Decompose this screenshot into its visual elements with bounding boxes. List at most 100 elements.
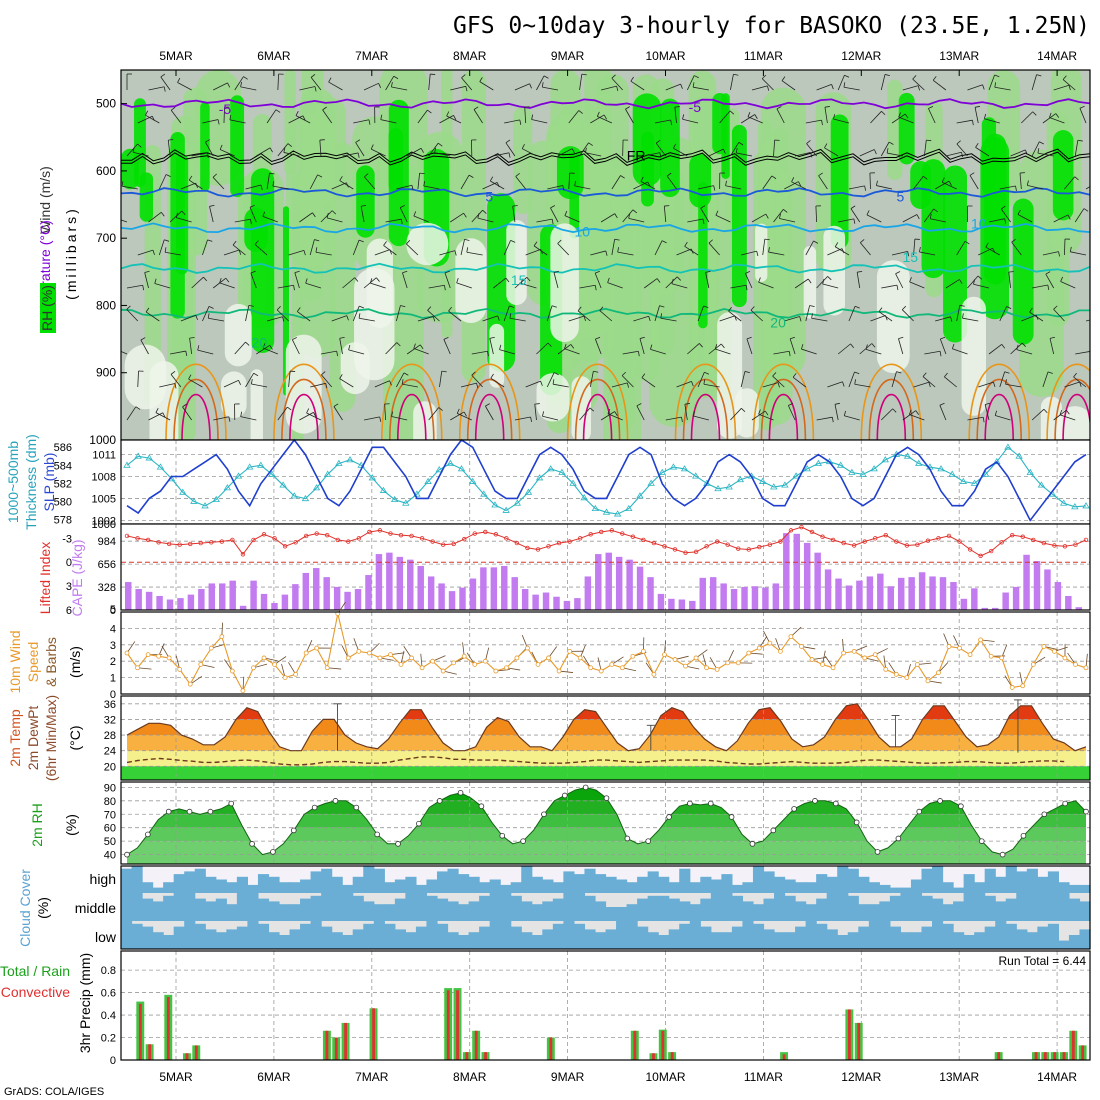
wind-marker: [314, 645, 320, 651]
wind-barb: [319, 140, 322, 157]
wind-barb: [1049, 117, 1065, 124]
precip-convective-bar: [465, 1052, 469, 1060]
wind-barb-flag: [269, 345, 273, 350]
wind-barb-flag: [482, 209, 487, 214]
date-label-top: 6MAR: [257, 49, 291, 63]
wind-barb-flag: [152, 249, 155, 255]
wind-barb: [913, 239, 916, 256]
wind-barb: [283, 152, 300, 157]
wind-barb: [781, 80, 796, 91]
cloud-cell: [1058, 940, 1070, 949]
wind-marker: [208, 645, 214, 651]
li-marker: [483, 529, 488, 535]
wind-barb: [514, 276, 528, 289]
wind-barb-flag: [939, 402, 945, 406]
wind-barb: [180, 182, 196, 190]
wind-barb-flag: [228, 416, 231, 422]
precip-convective-bar: [185, 1053, 189, 1060]
cloud-cell: [500, 921, 512, 949]
wind-barb-flag: [444, 270, 450, 274]
wind-barb-flag: [1053, 305, 1058, 310]
wind-marker: [535, 662, 541, 667]
wind-barb-flag: [145, 307, 150, 313]
wind-barb-flag: [744, 371, 750, 373]
cape-bar: [1054, 582, 1062, 610]
wind-barb: [223, 249, 240, 256]
wind-barb-flag: [432, 316, 436, 322]
rh-marker: [999, 851, 1006, 858]
wind-barb-flag: [962, 313, 964, 319]
wind-barb: [564, 215, 580, 223]
wind-barb-flag: [1011, 238, 1016, 243]
wind-barb-flag: [293, 285, 295, 291]
wind-barb-flag: [888, 141, 894, 145]
cloud-cell: [310, 921, 322, 949]
wind-barb: [1017, 214, 1033, 223]
cloud-cell: [215, 879, 227, 893]
wind-barb: [342, 277, 355, 289]
cloud-cell: [710, 893, 722, 921]
wind-barb: [525, 380, 541, 388]
wind-barb: [1045, 273, 1055, 289]
rh-tick: 50: [104, 836, 116, 848]
rh-marker: [290, 827, 297, 834]
cloud-cell: [142, 926, 154, 949]
wind-barb: [399, 207, 408, 223]
cape-bar: [981, 607, 989, 610]
wind-barb-flag: [512, 205, 518, 207]
wind-barb: [891, 251, 908, 256]
wind-barb: [984, 404, 990, 421]
thickness-marker: [491, 501, 499, 508]
cloud-cell: [426, 921, 438, 949]
contour-label: 15: [902, 249, 918, 265]
rh-marker: [499, 832, 506, 839]
wind-barb: [751, 85, 768, 91]
wind-barb: [697, 305, 704, 322]
cloud-cell: [594, 874, 607, 893]
wind-barb-flag: [170, 370, 176, 375]
cloud-cell: [637, 926, 649, 949]
wind-marker: [135, 665, 140, 671]
wind-barb: [310, 382, 326, 388]
cape-bar: [333, 586, 341, 610]
precip-convective-bar: [325, 1030, 329, 1060]
cloud-cell: [626, 921, 638, 949]
wind-barb: [725, 185, 742, 190]
wind-barb: [485, 405, 494, 421]
wind-barb: [208, 317, 225, 322]
wind-barb: [779, 218, 796, 223]
thickness-marker: [814, 459, 823, 466]
cloud-cell: [1005, 923, 1017, 949]
wind-barb: [542, 86, 559, 91]
wind-barb: [1010, 149, 1026, 157]
cape-bar: [950, 582, 957, 610]
wind-barb: [568, 110, 580, 124]
pressure-tick-label: 1000: [92, 519, 116, 531]
cape-bar: [302, 572, 310, 610]
wind-barb-flag: [240, 81, 242, 87]
li-marker: [166, 541, 172, 547]
wind-marker: [240, 688, 246, 694]
wind-axis-label: Wind (m/s): [37, 166, 53, 234]
wind-barb: [805, 119, 822, 124]
wind-barb-flag: [850, 205, 856, 209]
wind-barb-flag: [369, 278, 373, 284]
wind-marker: [229, 668, 235, 674]
wind-barb: [999, 185, 1016, 190]
wind-barb-flag: [941, 177, 945, 183]
wind-marker: [251, 665, 256, 671]
wind-barb: [848, 371, 855, 388]
wind-marker: [493, 668, 499, 674]
cloud-cell: [826, 893, 838, 921]
li-marker: [936, 536, 941, 541]
wind-marker: [820, 662, 825, 667]
cloud-cell: [953, 887, 965, 893]
rh-marker: [145, 831, 151, 838]
thickness-marker: [725, 483, 733, 490]
wind-barb-flag: [788, 403, 794, 406]
cape-bar: [281, 594, 289, 610]
wind-barb: [827, 381, 843, 388]
cloud-cell: [121, 893, 133, 921]
wind-barb: [328, 81, 343, 91]
cloud-cell: [837, 893, 849, 921]
